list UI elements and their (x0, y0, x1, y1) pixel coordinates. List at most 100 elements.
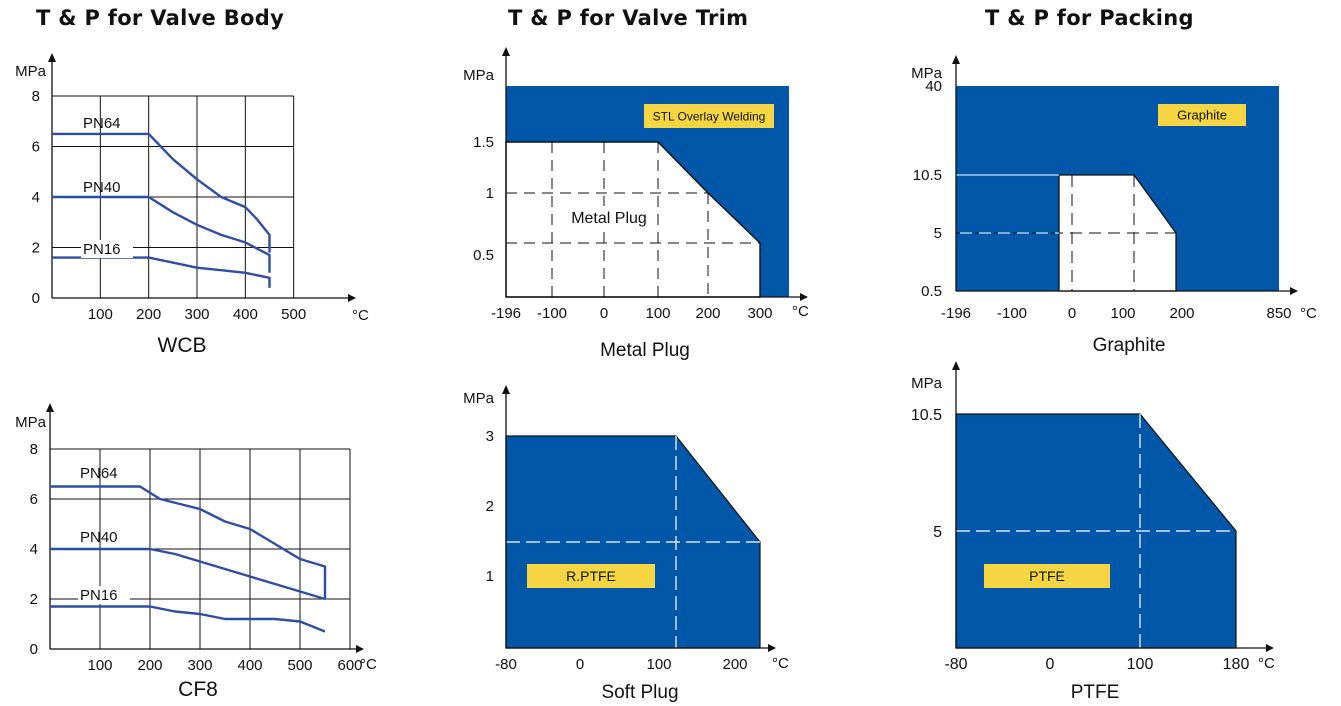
wcb-ytick: 8 (32, 88, 40, 105)
cf8-xtick: 100 (87, 657, 112, 674)
wcb-ytick: 2 (32, 240, 40, 257)
cf8-ytick: 8 (30, 441, 38, 458)
ptfe-xtick: 0 (1046, 656, 1055, 673)
metal-plug-ytick: 1.5 (473, 134, 494, 151)
ptfe-xlabel: °C (1258, 655, 1275, 672)
metal-plug-xtick: 100 (645, 305, 670, 322)
cf8-series-label-pn16: PN16 (80, 587, 118, 604)
soft-plug-xlabel: °C (772, 655, 789, 672)
cf8-ytick: 4 (30, 541, 38, 558)
soft-plug-xtick: 200 (722, 656, 747, 673)
cf8-ylabel: MPa (15, 414, 47, 431)
wcb-xlabel: °C (352, 307, 369, 324)
wcb-xtick: 100 (88, 306, 113, 323)
ptfe-y-axis-arrow (952, 361, 960, 370)
wcb-xtick: 200 (136, 306, 161, 323)
soft-plug-ylabel: MPa (463, 390, 495, 407)
graphite-ytick: 0.5 (921, 283, 942, 300)
cf8-y-axis-arrow (46, 403, 54, 412)
heading-packing: T & P for Packing (985, 6, 1194, 30)
graphite-xtick: 100 (1110, 305, 1135, 322)
soft-plug-ytick: 3 (486, 428, 494, 445)
wcb-ytick: 6 (32, 139, 40, 156)
cf8-xtick: 500 (287, 657, 312, 674)
metal-plug-xtick: 300 (747, 305, 772, 322)
cf8-title: CF8 (178, 678, 218, 701)
metal-plug-label-metal: Metal Plug (571, 210, 647, 227)
metal-plug-xtick: 0 (600, 305, 608, 322)
ptfe-label-box (984, 564, 1110, 588)
metal-plug-xtick: 200 (695, 305, 720, 322)
soft-plug-title: Soft Plug (601, 682, 678, 703)
ptfe-xtick: 180 (1223, 656, 1250, 673)
ptfe-title: PTFE (1071, 682, 1120, 703)
metal-plug-xtick: -196 (491, 305, 521, 322)
cf8-xtick: 600 (337, 657, 362, 674)
heading-valve-trim: T & P for Valve Trim (508, 6, 749, 30)
cf8-xtick: 400 (237, 657, 262, 674)
graphite-xlabel: °C (1300, 305, 1317, 322)
metal-plug-label-stl-box (644, 104, 774, 128)
graphite-xtick: 200 (1169, 305, 1194, 322)
metal-plug-xlabel: °C (792, 303, 809, 320)
cf8-ytick: 2 (30, 591, 38, 608)
ptfe-label: PTFE (1029, 568, 1065, 584)
soft-plug-ytick: 2 (486, 498, 494, 515)
wcb-ytick: 0 (32, 290, 40, 307)
metal-plug-label-stl: STL Overlay Welding (653, 109, 766, 123)
cf8-series-pn16 (50, 605, 326, 633)
cf8-x-axis-arrow (356, 645, 364, 653)
graphite-ytick: 10.5 (913, 167, 942, 184)
ptfe-xtick: 100 (1127, 656, 1154, 673)
cf8-ytick: 0 (30, 641, 38, 658)
cf8-series-label-pn40: PN40 (80, 529, 118, 546)
wcb-ytick: 4 (32, 189, 40, 206)
graphite-label: Graphite (1177, 108, 1227, 123)
wcb-xtick: 300 (184, 306, 209, 323)
cf8-xtick: 200 (137, 657, 162, 674)
metal-plug-xtick: -100 (537, 305, 567, 322)
wcb-series-label-bg (81, 240, 133, 258)
soft-plug-xtick: 100 (646, 656, 671, 673)
ptfe-xtick: -80 (944, 656, 967, 673)
graphite-label-box (1158, 104, 1246, 126)
ptfe-ylabel: MPa (911, 375, 943, 392)
cf8-xlabel: °C (360, 656, 377, 673)
metal-plug-ylabel: MPa (463, 67, 495, 84)
soft-plug-ytick: 1 (486, 568, 494, 585)
wcb-x-axis-arrow (348, 294, 356, 302)
metal-plug-ytick: 0.5 (473, 247, 494, 264)
graphite-title: Graphite (1093, 335, 1166, 356)
soft-plug-label: R.PTFE (566, 568, 616, 584)
wcb-xtick: 500 (281, 306, 306, 323)
wcb-series-pn16 (52, 256, 271, 288)
cf8-series-pn40 (50, 547, 326, 601)
wcb-series-label-pn64: PN64 (83, 115, 121, 132)
graphite-ytick: 40 (925, 78, 942, 95)
graphite-xtick: 0 (1068, 305, 1076, 322)
graphite-xtick: -100 (997, 305, 1027, 322)
soft-plug-label-box (527, 564, 655, 588)
cf8-series-label-pn64: PN64 (80, 465, 118, 482)
ptfe-ytick: 5 (933, 524, 942, 541)
metal-plug-ytick: 1 (486, 185, 494, 202)
soft-plug-x-axis-arrow (768, 644, 776, 652)
soft-plug-y-axis-arrow (502, 385, 510, 394)
metal-plug-x-axis-arrow (800, 293, 808, 301)
wcb-title: WCB (158, 334, 207, 357)
metal-plug-title: Metal Plug (600, 340, 690, 361)
graphite-ytick: 5 (934, 225, 942, 242)
heading-valve-body: T & P for Valve Body (36, 6, 285, 30)
graphite-y-axis-arrow (952, 55, 960, 64)
ptfe-ytick: 10.5 (911, 407, 942, 424)
wcb-series-label-pn40: PN40 (83, 179, 121, 196)
soft-plug-xtick: -80 (495, 656, 517, 673)
cf8-xtick: 300 (187, 657, 212, 674)
graphite-x-axis-arrow (1290, 287, 1298, 295)
wcb-series-pn64 (52, 132, 271, 253)
cf8-ytick: 6 (30, 491, 38, 508)
cf8-series-label-bg (78, 586, 130, 604)
wcb-ylabel: MPa (15, 63, 47, 80)
wcb-y-axis-arrow (48, 53, 56, 62)
